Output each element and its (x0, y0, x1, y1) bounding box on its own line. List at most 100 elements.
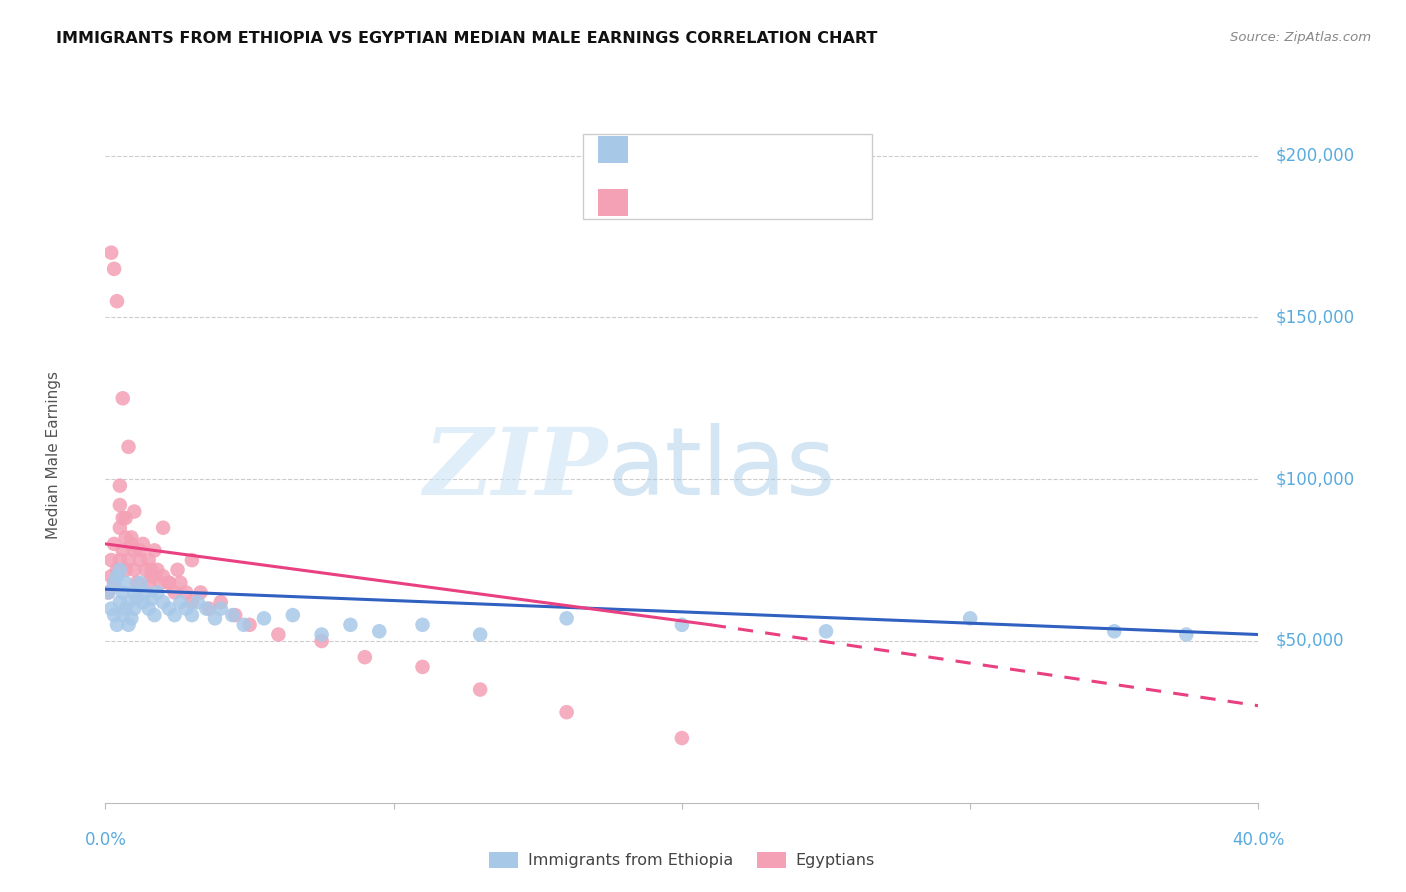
Point (117, 553, 139, 567)
Text: R =: R = (640, 143, 673, 157)
Point (114, 511, 136, 525)
Point (1102, 624, 1125, 639)
Point (108, 553, 131, 567)
Point (253, 611, 276, 625)
Point (149, 575, 172, 590)
Point (267, 627, 290, 641)
Point (671, 617, 693, 632)
Point (129, 543, 152, 558)
Point (103, 537, 125, 551)
Point (111, 511, 134, 525)
Point (108, 478, 131, 492)
Point (195, 601, 218, 615)
Point (190, 585, 212, 599)
Point (124, 543, 146, 558)
Text: -0.105: -0.105 (675, 143, 730, 157)
Point (157, 575, 180, 590)
Point (180, 595, 202, 609)
Point (105, 563, 128, 577)
Point (146, 563, 169, 577)
Point (120, 611, 142, 625)
Point (152, 521, 174, 535)
Point (129, 553, 152, 567)
Legend: Immigrants from Ethiopia, Egyptians: Immigrants from Ethiopia, Egyptians (482, 846, 882, 875)
Point (124, 504, 146, 518)
Point (132, 537, 155, 551)
Point (143, 543, 166, 558)
Text: 0.0%: 0.0% (84, 830, 127, 848)
Point (138, 575, 160, 590)
Point (815, 624, 838, 639)
Point (103, 575, 125, 590)
Point (100, 553, 122, 567)
Point (108, 563, 131, 577)
Point (169, 575, 191, 590)
Point (97, 585, 120, 599)
Text: ZIP: ZIP (423, 424, 607, 514)
Point (124, 601, 146, 615)
Point (111, 392, 134, 406)
Point (204, 611, 226, 625)
Point (138, 601, 160, 615)
Point (671, 731, 693, 745)
Point (339, 617, 361, 632)
Point (97, 585, 120, 599)
Point (141, 563, 163, 577)
Point (108, 498, 131, 512)
Point (124, 585, 146, 599)
Point (141, 569, 163, 583)
Text: $200,000: $200,000 (1275, 146, 1355, 165)
Point (224, 608, 246, 623)
Point (114, 601, 136, 615)
Point (100, 245, 122, 260)
Point (114, 563, 136, 577)
Point (114, 575, 136, 590)
Point (143, 608, 166, 623)
Point (100, 601, 122, 615)
Text: Source: ZipAtlas.com: Source: ZipAtlas.com (1230, 31, 1371, 45)
Point (281, 608, 304, 623)
Point (108, 521, 131, 535)
Point (117, 440, 139, 454)
Text: 40.0%: 40.0% (1232, 830, 1285, 848)
Point (354, 650, 377, 665)
Text: N =: N = (749, 143, 783, 157)
Point (135, 585, 157, 599)
Point (198, 601, 221, 615)
Point (221, 608, 243, 623)
Point (103, 608, 125, 623)
Text: $50,000: $50,000 (1275, 632, 1344, 650)
Text: -0.348: -0.348 (675, 195, 730, 210)
Text: R =: R = (640, 195, 673, 210)
Text: atlas: atlas (607, 423, 835, 515)
Point (1175, 627, 1198, 641)
Point (135, 563, 157, 577)
Point (105, 294, 128, 309)
Point (411, 617, 433, 632)
Point (311, 627, 333, 641)
Point (108, 595, 131, 609)
Point (105, 569, 128, 583)
Point (146, 585, 169, 599)
Point (127, 591, 149, 606)
Point (100, 569, 122, 583)
Point (157, 575, 180, 590)
Point (152, 569, 174, 583)
Point (959, 611, 981, 625)
Text: IMMIGRANTS FROM ETHIOPIA VS EGYPTIAN MEDIAN MALE EARNINGS CORRELATION CHART: IMMIGRANTS FROM ETHIOPIA VS EGYPTIAN MED… (56, 31, 877, 46)
Point (163, 585, 186, 599)
Text: Median Male Earnings: Median Male Earnings (46, 371, 60, 539)
Point (120, 531, 142, 545)
Point (555, 705, 578, 719)
Point (105, 617, 128, 632)
Point (180, 608, 202, 623)
Text: 60: 60 (783, 195, 804, 210)
Point (152, 595, 174, 609)
Point (111, 543, 134, 558)
Point (411, 660, 433, 674)
Point (138, 553, 160, 567)
Point (187, 595, 209, 609)
Point (180, 553, 202, 567)
Point (468, 627, 492, 641)
Text: N =: N = (749, 195, 783, 210)
